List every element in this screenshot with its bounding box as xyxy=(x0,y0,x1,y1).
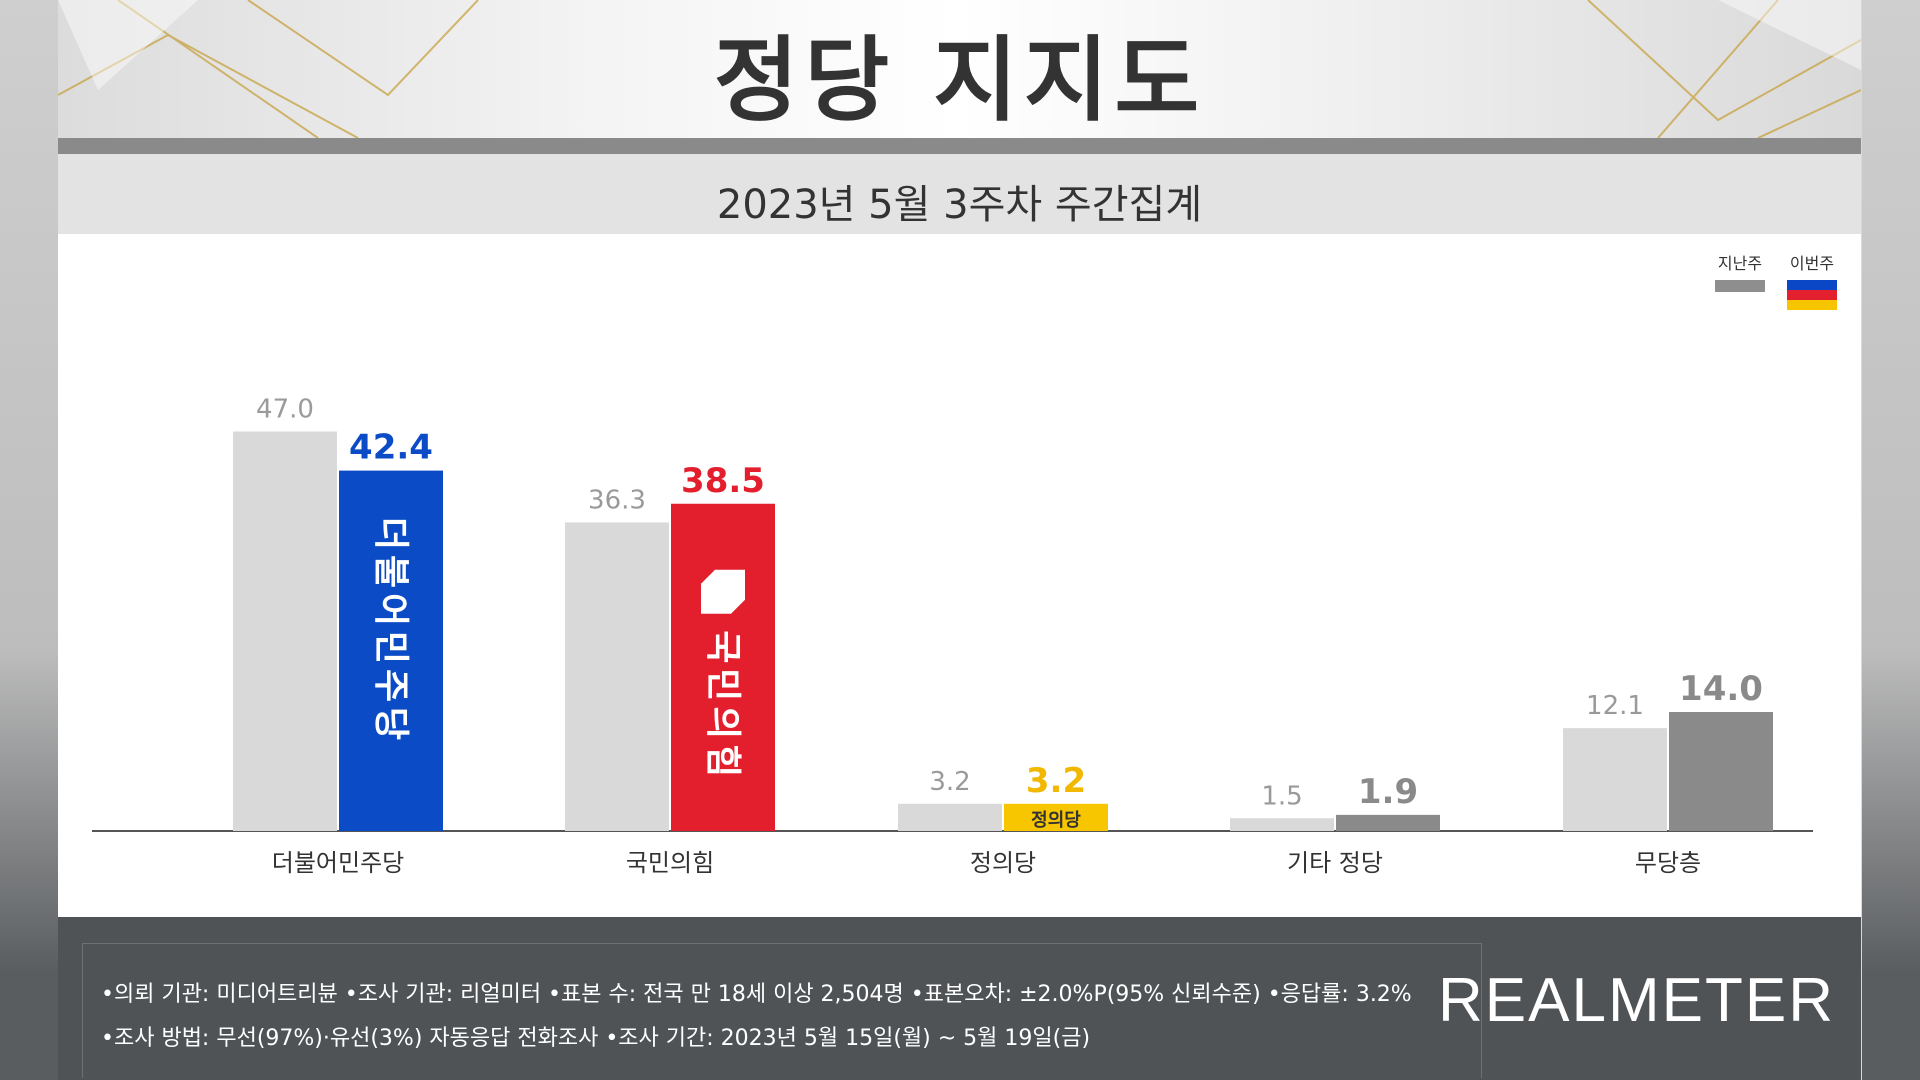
bar-prev-2 xyxy=(898,803,1002,831)
title-divider xyxy=(58,138,1861,154)
category-label-0: 더불어민주당 xyxy=(272,849,404,877)
value-label-prev-0: 47.0 xyxy=(256,395,314,425)
survey-note-1: •의뢰 기관: 미디어트리뷴 •조사 기관: 리얼미터 •표본 수: 전국 만 … xyxy=(101,982,1412,1007)
legend-swatch-prev xyxy=(1715,280,1765,292)
category-label-2: 정의당 xyxy=(970,849,1036,877)
legend-item-curr: 이번주 xyxy=(1777,250,1847,310)
survey-notes: •의뢰 기관: 미디어트리뷴 •조사 기관: 리얼미터 •표본 수: 전국 만 … xyxy=(82,943,1482,1078)
value-label-prev-3: 1.5 xyxy=(1261,781,1302,811)
legend-label-prev: 지난주 xyxy=(1717,254,1763,273)
value-label-curr-0: 42.4 xyxy=(349,428,433,468)
subtitle-band: 2023년 5월 3주차 주간집계 xyxy=(58,154,1861,234)
bar-prev-4 xyxy=(1563,728,1667,831)
bar-curr-2 xyxy=(1004,803,1108,831)
chart-area: 47.0 42.4 더불어민주당 더 불 어 민 주 당 36.3 38.5 국민의힘 국 민 의 힘 3.2 3… xyxy=(58,240,1861,900)
bar-logo-2: 정의당 xyxy=(1031,810,1081,831)
bar-prev-3 xyxy=(1230,818,1334,831)
bar-curr-4 xyxy=(1669,712,1773,831)
category-label-1: 국민의힘 xyxy=(626,849,714,877)
background-right xyxy=(1862,0,1920,1080)
bar-prev-0 xyxy=(233,431,337,831)
bar-logo-char-0-2: 어 xyxy=(370,593,411,626)
legend-swatch-curr xyxy=(1787,280,1837,310)
bar-logo-char-0-4: 주 xyxy=(370,669,411,702)
value-label-curr-4: 14.0 xyxy=(1679,669,1763,709)
bar-prev-1 xyxy=(565,522,669,831)
bar-logo-symbol-1 xyxy=(701,569,745,614)
bar-logo-char-0-1: 불 xyxy=(370,555,411,588)
chart-title: 정당 지지도 xyxy=(713,27,1206,134)
bar-curr-1 xyxy=(671,503,775,831)
legend-label-curr: 이번주 xyxy=(1789,254,1835,273)
value-label-curr-3: 1.9 xyxy=(1358,772,1418,812)
infographic-frame: 정당 지지도 2023년 5월 3주차 주간집계 지난주 이번주 47.0 42.… xyxy=(58,0,1861,1080)
bar-logo-char-1-0: 국 xyxy=(702,630,743,663)
bar-logo-char-1-3: 힘 xyxy=(702,744,743,777)
bar-logo-char-1-2: 의 xyxy=(702,706,743,739)
title-banner: 정당 지지도 xyxy=(58,0,1861,138)
value-label-prev-2: 3.2 xyxy=(929,767,970,797)
value-label-prev-1: 36.3 xyxy=(588,485,646,515)
chart-subtitle: 2023년 5월 3주차 주간집계 xyxy=(716,182,1203,228)
banner-decoration xyxy=(58,0,1861,138)
value-label-curr-1: 38.5 xyxy=(681,461,765,501)
category-label-4: 무당층 xyxy=(1635,849,1701,877)
bar-logo-char-0-5: 당 xyxy=(370,707,411,740)
legend: 지난주 이번주 xyxy=(1705,250,1855,330)
survey-note-2: •조사 방법: 무선(97%)·유선(3%) 자동응답 전화조사 •조사 기간:… xyxy=(101,1026,1091,1051)
bar-curr-3 xyxy=(1336,814,1440,831)
legend-item-prev: 지난주 xyxy=(1705,250,1775,292)
bar-logo-char-1-1: 민 xyxy=(702,668,743,701)
value-label-prev-4: 12.1 xyxy=(1586,691,1644,721)
bar-logo-char-0-3: 민 xyxy=(370,631,411,664)
bar-curr-0 xyxy=(339,470,443,831)
bar-logo-char-0-0: 더 xyxy=(370,517,411,550)
realmeter-logo: REALMETER xyxy=(1438,966,1835,1035)
background-left xyxy=(0,0,58,1080)
footer: •의뢰 기관: 미디어트리뷴 •조사 기관: 리얼미터 •표본 수: 전국 만 … xyxy=(58,917,1861,1080)
category-label-3: 기타 정당 xyxy=(1287,849,1383,877)
value-label-curr-2: 3.2 xyxy=(1026,761,1086,801)
